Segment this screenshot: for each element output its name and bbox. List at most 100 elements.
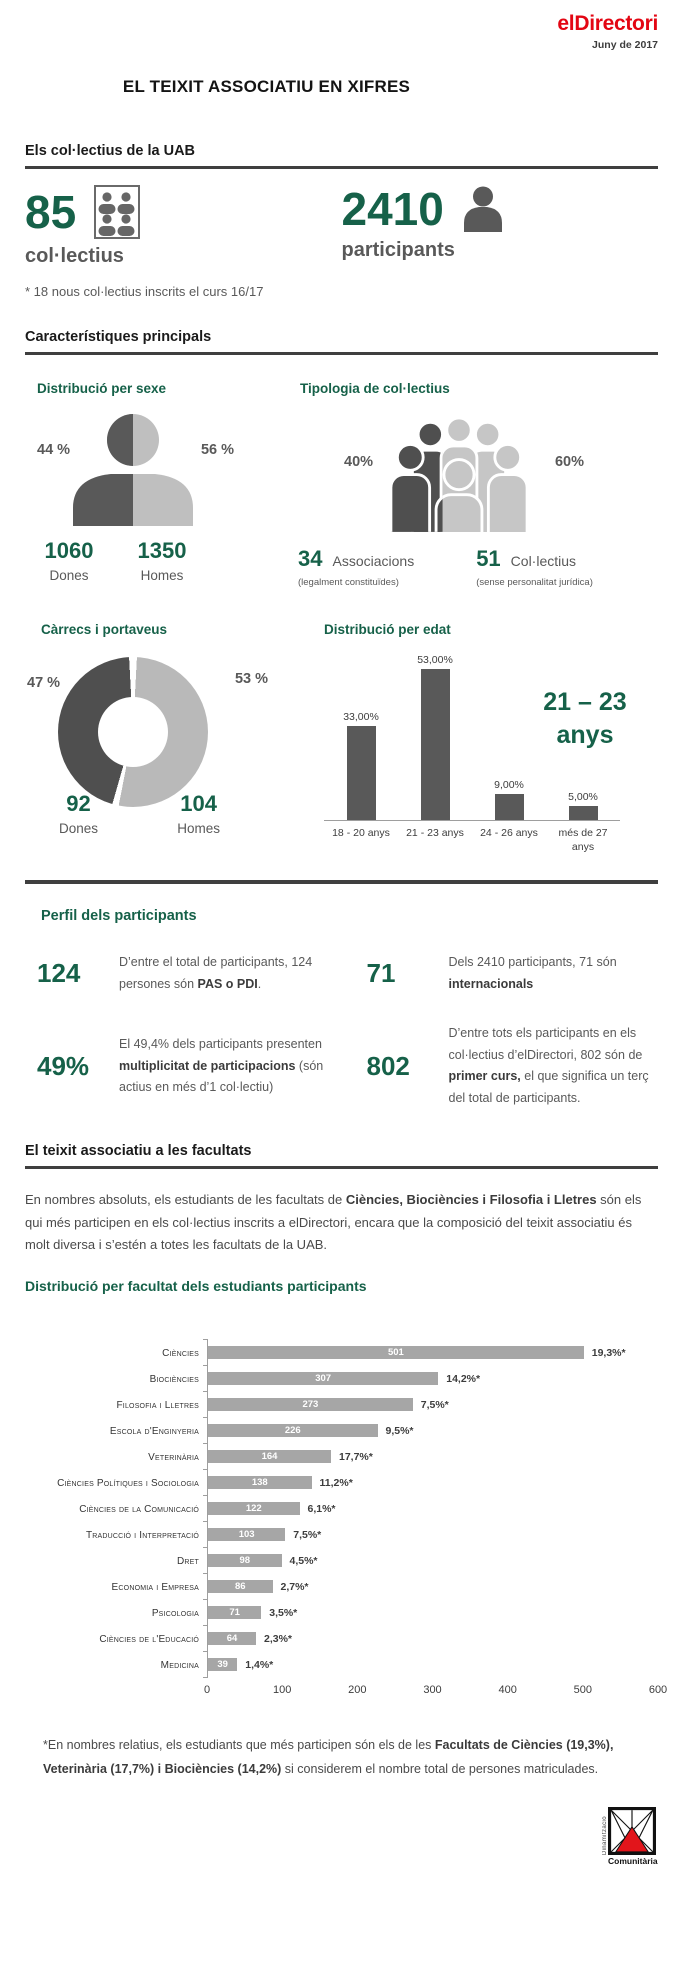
collectius-count: 51 (476, 546, 501, 571)
age-distribution-chart: 33,00% 53,00% 9,00% 5,00% 18 - 20 anys 21 - … (324, 653, 620, 854)
participants-stat: 2410 participants (342, 185, 659, 268)
faculty-bar: 86 (208, 1580, 273, 1594)
faculty-percent-label: 2,7%* (280, 1581, 309, 1594)
faculty-percent-label: 2,3%* (264, 1633, 293, 1646)
faculty-bar-row: Escola d'Enginyeria 226 9,5%* (25, 1417, 658, 1445)
sex-right-percent: 56 % (200, 442, 234, 458)
age-category-label: 18 - 20 anys (332, 827, 390, 839)
sex-pictograph: 44 % 56 % (25, 412, 240, 526)
faculty-label: Ciències de la Comunicació (79, 1503, 199, 1515)
faculty-bar-value: 103 (238, 1529, 255, 1541)
new-collectives-note: * 18 nous col·lectius inscrits el curs 1… (25, 284, 264, 299)
section-rule (25, 1166, 658, 1170)
faculty-percent-label: 4,5%* (289, 1555, 318, 1568)
faculty-bar-value: 273 (302, 1399, 319, 1411)
age-chart-plot: 33,00% 53,00% 9,00% 5,00% (324, 653, 620, 821)
collectius-label: Col·lectius (510, 553, 577, 569)
primer-curs-count: 802 (366, 1050, 410, 1081)
typology-pictograph: 40% 60% (260, 410, 658, 536)
perfil-stat-internacionals: 71 Dels 2410 participants, 71 són intern… (355, 952, 659, 995)
roles-homes-label: Homes (177, 821, 220, 836)
age-distribution-block: Distribució per edat 33,00% 53,00% 9,00% 5,… (260, 622, 658, 854)
participants-label: participants (341, 239, 455, 262)
typology-chart-title: Tipologia de col·lectius (300, 381, 450, 396)
roles-right-percent: 53 % (234, 671, 268, 687)
dones-count: 1060 (44, 538, 94, 563)
faculty-label: Escola d'Enginyeria (109, 1425, 199, 1437)
sex-stat-dones: 1060 Dones (45, 538, 94, 583)
perfil-stat-pas-pdi: 124 D’entre el total de participants, 12… (25, 952, 329, 995)
section-divider (25, 880, 658, 885)
dinamitzacio-logo-icon (608, 1806, 656, 1855)
associacions-label: Associacions (332, 553, 415, 569)
faculty-bar: 273 (208, 1398, 413, 1412)
faculty-bar-row: Ciències de l'Educació 64 2,3%* (25, 1625, 658, 1653)
faculty-bar-track: 71 3,5%* (203, 1599, 658, 1627)
perfil-stat-primer-curs: 802 D’entre tots els participants en els… (355, 1023, 659, 1109)
perfil-heading: Perfil dels participants (41, 908, 197, 925)
age-highlight-range: 21 – 23 (543, 688, 627, 716)
age-bar-value: 53,00% (417, 654, 453, 666)
faculty-chart-rows: Ciències 501 19,3%* Biociències 307 14,2%* Fil… (25, 1339, 658, 1679)
relative-numbers-footnote: *En nombres relatius, els estudiants que… (43, 1738, 614, 1776)
faculty-bar-row: Veterinària 164 17,7%* (25, 1443, 658, 1471)
faculty-bar-track: 86 2,7%* (203, 1573, 658, 1601)
collectives-label: col·lectius (25, 245, 124, 267)
section-rule (25, 166, 658, 169)
faculty-bar-value: 226 (284, 1425, 301, 1437)
faculty-label: Psicologia (151, 1607, 199, 1619)
faculty-chart-title: Distribució per facultat dels estudiants… (25, 1278, 367, 1295)
faculty-bar-row: Medicina 39 1,4%* (25, 1651, 658, 1679)
faculty-bar-value: 307 (315, 1373, 332, 1385)
age-bar-value: 33,00% (343, 711, 379, 723)
faculty-bar: 103 (208, 1528, 286, 1542)
faculty-bar-row: Filosofia i Lletres 273 7,5%* (25, 1391, 658, 1419)
age-bar (568, 806, 598, 820)
faculty-percent-label: 11,2%* (319, 1477, 353, 1490)
section-rule (25, 352, 658, 355)
faculty-bar-value: 164 (261, 1451, 278, 1463)
faculty-label: Ciències de l'Educació (99, 1633, 199, 1645)
age-bar-column: 33,00% (324, 711, 398, 820)
faculty-percent-label: 17,7%* (339, 1451, 373, 1464)
section-perfil: Perfil dels participants 124 D’entre el … (25, 908, 658, 1109)
perfil-stat-multiplicitat: 49% El 49,4% dels participants presenten… (25, 1023, 329, 1109)
sex-stat-homes: 1350 Homes (138, 538, 187, 583)
participants-person-icon (463, 186, 502, 233)
section-caracteristiques: Característiques principals Distribució … (25, 329, 658, 854)
faculty-bar-chart: Ciències 501 19,3%* Biociències 307 14,2%* Fil… (25, 1339, 667, 1700)
typology-left-percent: 40% (344, 454, 374, 470)
issue-date: Juny de 2017 (592, 39, 658, 51)
faculty-percent-label: 9,5%* (385, 1425, 414, 1438)
age-highlight: 21 – 23 anys (524, 686, 646, 751)
faculty-percent-label: 6,1%* (307, 1503, 336, 1516)
person-split-icon (72, 414, 193, 526)
faculty-bar-track: 39 1,4%* (203, 1651, 658, 1679)
roles-left-percent: 47 % (27, 675, 61, 691)
age-bar-value: 5,00% (568, 791, 598, 803)
collectives-stat: 85 col·lectius (25, 185, 342, 268)
faculty-bar-track: 122 6,1%* (203, 1495, 658, 1523)
x-axis-tick-label: 400 (498, 1684, 517, 1697)
faculty-percent-label: 19,3%* (591, 1347, 626, 1360)
sex-distribution-block: Distribució per sexe 44 % 56 % (25, 381, 240, 588)
homes-label: Homes (140, 568, 184, 583)
faculty-bar-value: 138 (251, 1477, 268, 1489)
roles-block: Càrrecs i portaveus 47 % 53 % 92 Dones 1… (25, 622, 268, 854)
faculty-bar: 307 (208, 1372, 439, 1386)
collectius-sub: (sense personalitat jurídica) (476, 577, 593, 588)
typology-block: Tipologia de col·lectius 40% 60% (260, 381, 658, 588)
faculty-bar: 501 (208, 1346, 584, 1360)
roles-dones-label: Dones (59, 821, 99, 836)
faculty-label: Ciències (162, 1347, 199, 1359)
multiplicitat-percent: 49% (37, 1050, 90, 1081)
internacionals-count: 71 (366, 958, 396, 989)
faculty-label: Biociències (149, 1373, 199, 1385)
faculty-label: Filosofia i Lletres (116, 1399, 199, 1411)
age-category-label: 24 - 26 anys (480, 827, 538, 839)
facultats-intro: En nombres absoluts, els estudiants de l… (25, 1192, 642, 1253)
faculty-bar-row: Ciències 501 19,3%* (25, 1339, 658, 1367)
faculty-bar: 64 (208, 1632, 256, 1646)
roles-donut-chart: 47 % 53 % (25, 657, 268, 807)
faculty-label: Ciències Polítiques i Sociologia (57, 1477, 199, 1489)
